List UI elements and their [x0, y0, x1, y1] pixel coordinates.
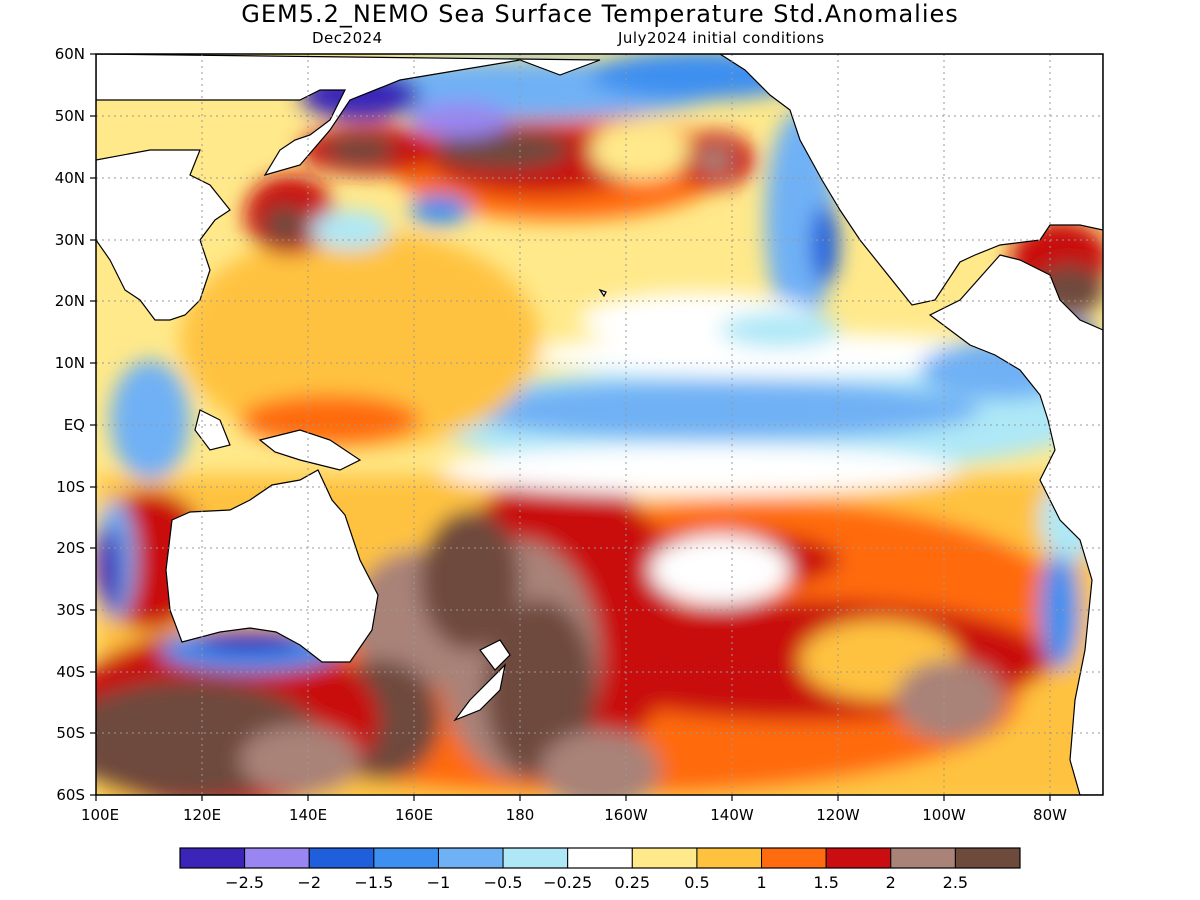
lat-label: EQ: [64, 416, 85, 434]
lat-label: 50N: [55, 107, 85, 125]
lon-label: 140E: [289, 806, 327, 824]
land-masses: [96, 54, 1103, 795]
lat-label: 50S: [56, 724, 85, 742]
lon-label: 100W: [922, 806, 966, 824]
lat-label: 30S: [56, 601, 85, 619]
colorbar-tick-label: −1.5: [354, 873, 393, 892]
colorbar-swatch: [179, 847, 246, 869]
lat-label: 60S: [56, 786, 85, 804]
colorbar-tick-label: 1: [756, 873, 766, 892]
colorbar-frame: [179, 847, 1021, 869]
lon-label: 140W: [710, 806, 754, 824]
colorbar-swatch: [244, 847, 310, 869]
colorbar-tick-label: 1.5: [813, 873, 838, 892]
colorbar-swatch: [567, 847, 633, 869]
longitude-labels: 100E 120E 140E 160E 180 160W 140W 120W 1…: [81, 806, 1067, 824]
colorbar: −2.5 −2 −1.5 −1 −0.5 −0.25 0.25 0.5 1 1.5 2 2.5: [179, 847, 1021, 892]
colorbar-swatch: [631, 847, 698, 869]
lon-label: 120W: [816, 806, 860, 824]
colorbar-swatch: [696, 847, 763, 869]
colorbar-tick-label: −0.5: [484, 873, 523, 892]
lon-label: 180: [506, 806, 535, 824]
colorbar-swatch: [825, 847, 892, 869]
colorbar-tick-label: 0.25: [614, 873, 650, 892]
colorbar-swatch: [373, 847, 439, 869]
colorbar-swatch: [502, 847, 569, 869]
lat-label: 10S: [56, 478, 85, 496]
lat-label: 60N: [55, 45, 85, 63]
lon-label: 80W: [1033, 806, 1067, 824]
latitude-labels: 60N 50N 40N 30N 20N 10N EQ 10S 20S 30S 4…: [55, 45, 85, 804]
colorbar-tick-label: −2: [297, 873, 321, 892]
colorbar-swatch: [954, 847, 1021, 869]
colorbar-swatch: [890, 847, 956, 869]
lon-label: 100E: [81, 806, 119, 824]
colorbar-tick-label: −1: [427, 873, 451, 892]
colorbar-tick-label: −2.5: [225, 873, 264, 892]
lon-label: 120E: [183, 806, 221, 824]
colorbar-swatch: [308, 847, 375, 869]
lat-label: 30N: [55, 231, 85, 249]
colorbar-tick-label: −0.25: [543, 873, 592, 892]
lon-label: 160E: [395, 806, 433, 824]
colorbar-tick-label: 0.5: [684, 873, 709, 892]
lat-label: 10N: [55, 354, 85, 372]
colorbar-tick-labels: −2.5 −2 −1.5 −1 −0.5 −0.25 0.25 0.5 1 1.5 2 2.5: [225, 873, 968, 892]
anomaly-field: [96, 54, 1103, 795]
lat-label: 40S: [56, 663, 85, 681]
lat-label: 20N: [55, 292, 85, 310]
colorbar-swatches: [179, 847, 1021, 869]
forecast-month: Dec2024: [312, 29, 383, 47]
colorbar-swatch: [761, 847, 827, 869]
colorbar-tick-label: 2: [886, 873, 896, 892]
lat-label: 40N: [55, 169, 85, 187]
axis-ticks: [90, 53, 1051, 801]
lon-label: 160W: [604, 806, 648, 824]
initial-conditions: July2024 initial conditions: [618, 29, 825, 47]
map-title: GEM5.2_NEMO Sea Surface Temperature Std.…: [241, 0, 959, 28]
lat-label: 20S: [56, 539, 85, 557]
colorbar-tick-label: 2.5: [943, 873, 968, 892]
colorbar-swatch: [437, 847, 504, 869]
